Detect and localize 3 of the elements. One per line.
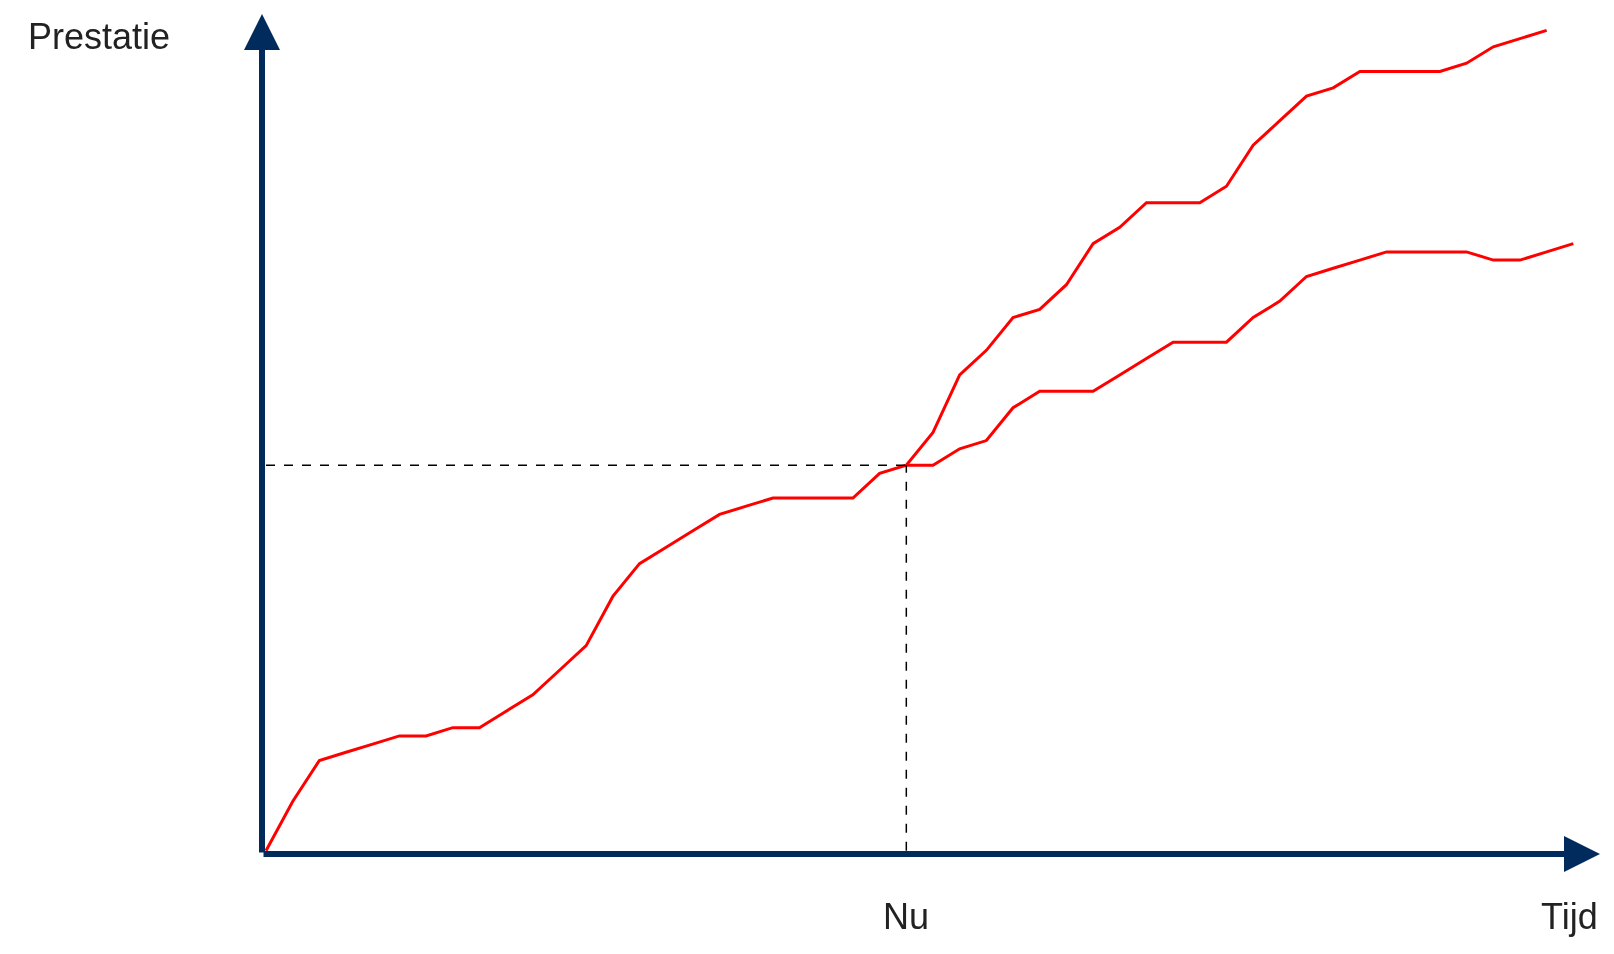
text: Nu [883, 896, 930, 937]
x-axis-title: Tijd [1541, 896, 1598, 937]
y-axis-title: Prestatie [28, 16, 171, 57]
